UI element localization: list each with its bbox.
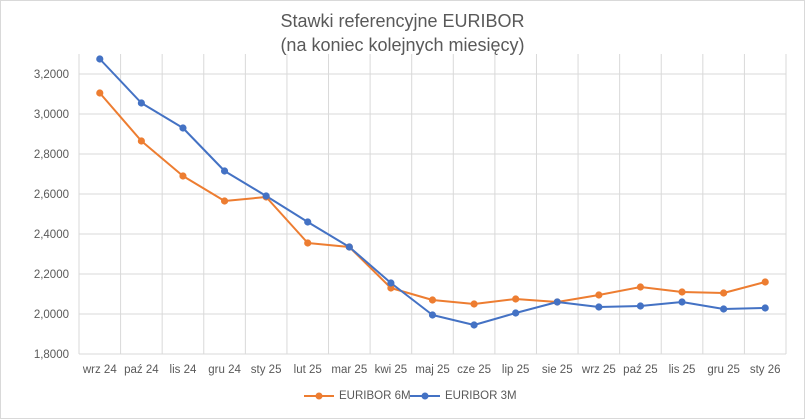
- x-tick-label: sty 26: [750, 364, 781, 376]
- x-tick-label: lis 24: [170, 364, 197, 376]
- data-point-6m: [179, 172, 187, 180]
- y-tick-label: 1,8000: [34, 349, 69, 361]
- data-point-6m: [720, 289, 728, 297]
- data-point-6m: [304, 239, 312, 247]
- data-point-6m: [96, 89, 104, 97]
- data-point-3m: [636, 302, 645, 310]
- y-tick-label: 2,4000: [34, 229, 69, 241]
- x-tick-label: wrz 24: [82, 364, 117, 376]
- data-point-3m: [678, 298, 686, 306]
- legend-label-6m: EURIBOR 6M: [339, 390, 411, 402]
- x-tick-label: lip 25: [502, 364, 530, 376]
- y-tick-label: 3,0000: [34, 109, 69, 121]
- x-tick-label: cze 25: [457, 364, 491, 376]
- x-tick-label: kwi 25: [375, 364, 408, 376]
- data-point-3m: [470, 321, 478, 329]
- data-point-3m: [761, 304, 769, 312]
- x-tick-label: sty 25: [251, 364, 282, 376]
- legend-item-6m: EURIBOR 6M: [304, 390, 411, 402]
- series-line-6m: [99, 92, 766, 305]
- data-point-6m: [761, 278, 769, 286]
- x-tick-label: wrz 25: [581, 364, 616, 376]
- legend-marker-6m: [304, 392, 334, 400]
- x-tick-label: sie 25: [542, 364, 573, 376]
- data-point-3m: [137, 99, 145, 107]
- x-tick-label: gru 25: [707, 364, 740, 376]
- data-point-3m: [553, 298, 561, 306]
- y-tick-label: 2,2000: [34, 269, 69, 281]
- data-point-6m: [387, 284, 395, 292]
- data-point-3m: [387, 279, 395, 287]
- data-point-6m: [595, 291, 603, 299]
- data-point-3m: [262, 192, 270, 200]
- data-point-3m: [220, 167, 229, 175]
- x-tick-label: gru 24: [208, 364, 241, 376]
- data-point-3m: [512, 309, 520, 317]
- data-point-6m: [470, 300, 478, 308]
- y-tick-label: 3,2000: [34, 69, 69, 81]
- x-tick-label: lut 25: [294, 364, 322, 376]
- data-point-3m: [304, 218, 312, 226]
- data-point-6m: [678, 288, 686, 296]
- y-tick-label: 2,8000: [34, 149, 69, 161]
- data-point-6m: [220, 197, 229, 205]
- data-point-6m: [428, 296, 437, 304]
- y-tick-label: 2,0000: [34, 309, 69, 321]
- data-point-3m: [345, 243, 353, 251]
- legend-marker-3m: [410, 392, 440, 400]
- legend-item-3m: EURIBOR 3M: [410, 390, 517, 402]
- data-point-3m: [96, 55, 104, 63]
- series-line-3m: [99, 58, 766, 326]
- x-tick-label: lis 25: [669, 364, 696, 376]
- data-point-3m: [179, 124, 187, 132]
- x-tick-label: mar 25: [331, 364, 367, 376]
- x-tick-label: paź 25: [623, 364, 658, 376]
- data-point-3m: [720, 305, 728, 313]
- chart-title: Stawki referencyjne EURIBOR: [280, 11, 525, 31]
- data-point-6m: [636, 283, 645, 291]
- data-point-3m: [595, 303, 603, 311]
- x-tick-label: paź 24: [124, 364, 159, 376]
- legend-label-3m: EURIBOR 3M: [445, 390, 517, 402]
- data-point-6m: [137, 137, 145, 145]
- data-point-3m: [428, 311, 437, 319]
- x-tick-label: maj 25: [415, 364, 450, 376]
- data-point-6m: [512, 295, 520, 303]
- chart-subtitle: (na koniec kolejnych miesięcy): [280, 35, 525, 55]
- y-tick-label: 2,6000: [34, 189, 69, 201]
